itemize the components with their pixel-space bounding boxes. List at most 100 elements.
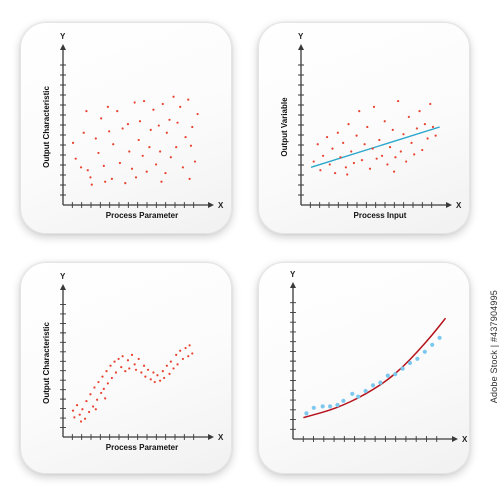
data-point (104, 180, 107, 183)
data-point (430, 342, 435, 347)
data-point (138, 120, 142, 123)
data-point (140, 371, 143, 374)
x-axis-arrow-icon (452, 436, 458, 442)
data-point (402, 133, 405, 136)
data-point (117, 357, 120, 361)
data-point (342, 141, 345, 144)
data-point (415, 356, 420, 361)
data-point (327, 404, 333, 409)
y-axis-letter: Y (60, 272, 66, 281)
data-point (100, 117, 103, 120)
data-point (321, 154, 325, 157)
data-point (193, 160, 197, 163)
data-point (90, 183, 93, 186)
data-point (165, 131, 168, 134)
data-point (97, 151, 100, 155)
data-point (169, 360, 172, 363)
data-point (149, 128, 152, 131)
data-point (146, 368, 150, 371)
data-point (102, 164, 105, 167)
fit-curve (303, 317, 447, 419)
y-axis-arrow-icon (60, 284, 66, 290)
data-point (159, 379, 162, 382)
chart-card-1: X Y Process Parameter Output Characteristic (20, 22, 232, 234)
data-point (142, 99, 146, 103)
data-point (100, 391, 103, 395)
data-point (312, 160, 315, 163)
data-point (331, 147, 334, 150)
data-point (426, 137, 429, 140)
data-point (161, 370, 164, 373)
data-point (110, 376, 113, 380)
y-axis-arrow-icon (298, 44, 304, 50)
data-point (358, 110, 361, 113)
data-point (196, 112, 199, 116)
data-point (334, 171, 337, 175)
y-axis-letter: Y (60, 32, 66, 41)
data-point (128, 150, 131, 153)
data-point (304, 411, 309, 416)
data-point (128, 367, 131, 370)
data-point (391, 128, 394, 131)
data-point (118, 161, 122, 165)
data-point (429, 102, 432, 106)
data-point (388, 146, 392, 149)
data-point (431, 125, 435, 129)
data-point (126, 123, 130, 126)
chart-svg-1: X Y Process Parameter Output Characteristic (42, 32, 224, 220)
data-point (75, 404, 79, 407)
data-point (175, 353, 178, 356)
x-axis-letter: X (218, 433, 224, 442)
data-point (175, 146, 178, 149)
data-point (375, 157, 378, 160)
data-point (121, 127, 124, 130)
chart-svg-3: X Y Process Parameter Output Characteristic (42, 272, 224, 452)
data-point (355, 134, 358, 137)
x-axis-arrow-icon (446, 202, 452, 208)
data-point (124, 370, 127, 373)
trend-line (310, 126, 440, 168)
data-point (97, 380, 100, 384)
data-point (397, 99, 400, 103)
data-point (335, 402, 340, 408)
data-point (169, 156, 172, 159)
data-point (181, 166, 184, 169)
data-point (172, 367, 175, 370)
data-point (116, 110, 119, 113)
data-point (96, 398, 99, 401)
data-point (370, 383, 376, 388)
data-point (164, 171, 167, 175)
data-point (94, 137, 97, 140)
data-point (415, 127, 418, 130)
data-point (153, 380, 156, 384)
data-point (152, 371, 155, 374)
data-point (399, 150, 402, 153)
data-point (320, 404, 325, 409)
data-point (133, 363, 136, 366)
data-point (434, 134, 437, 137)
chart-card-2: X Y Process Input Output Variable (258, 22, 470, 234)
data-point (161, 102, 164, 106)
chart-card-3: X Y Process Parameter Output Characteristic (20, 262, 232, 474)
y-axis-title: Output Characteristic (42, 86, 51, 168)
data-point (328, 163, 331, 166)
data-point (105, 370, 108, 373)
data-point (378, 138, 381, 142)
data-point (181, 357, 184, 361)
data-point (184, 346, 187, 350)
data-point (191, 352, 194, 355)
data-point (378, 380, 383, 385)
data-point (371, 147, 374, 150)
data-point (347, 123, 350, 126)
data-point (94, 408, 97, 411)
data-point (106, 382, 109, 385)
data-point (366, 125, 369, 129)
data-point (350, 150, 353, 153)
data-point (148, 146, 151, 149)
data-point (184, 135, 187, 139)
data-point (110, 177, 113, 180)
data-point (137, 138, 140, 142)
data-point (326, 135, 329, 139)
data-point (319, 169, 322, 172)
data-point (188, 177, 191, 180)
